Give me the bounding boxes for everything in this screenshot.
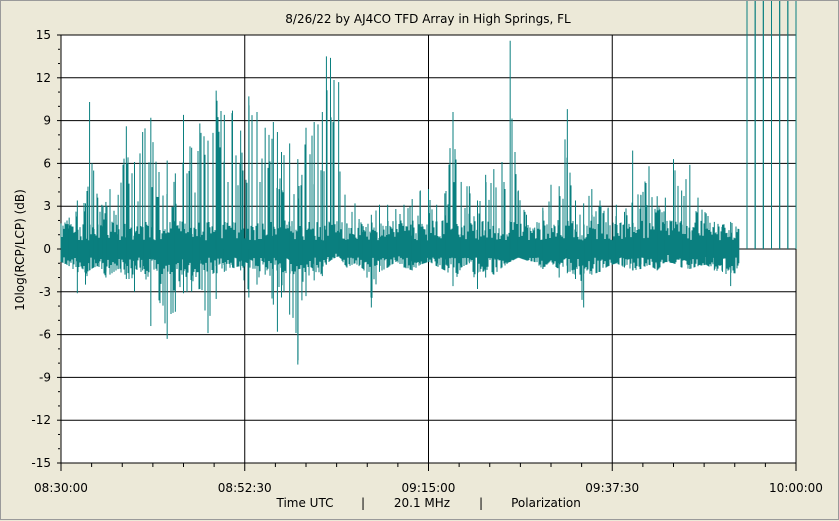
y-axis-label: 10log(RCP/LCP) (dB) xyxy=(13,189,27,311)
x-tick-label: 08:30:00 xyxy=(34,481,88,495)
y-tick-label: 15 xyxy=(36,28,51,42)
y-tick-label: -9 xyxy=(39,370,51,384)
x-axis-label: Time UTC | 20.1 MHz | Polarization xyxy=(276,496,581,510)
y-tick-label: 0 xyxy=(43,242,51,256)
chart-title: 8/26/22 by AJ4CO TFD Array in High Sprin… xyxy=(285,12,571,26)
y-tick-label: 9 xyxy=(43,114,51,128)
x-label-mode: Polarization xyxy=(511,496,581,510)
x-tick-label: 08:52:30 xyxy=(218,481,272,495)
series-polarization xyxy=(60,1,797,365)
axis-layer: 15 12 9 6 3 0 -3 -6 -9 -12 -15 08:30:00 08:52:30 09:1… xyxy=(31,28,823,495)
y-tick-label: 3 xyxy=(43,199,51,213)
x-tick-label: 09:15:00 xyxy=(402,481,456,495)
x-label-sep-1: | xyxy=(361,496,365,510)
x-label-time: Time UTC xyxy=(276,496,334,510)
y-tick-label: 12 xyxy=(36,71,51,85)
series-layer xyxy=(60,1,797,365)
y-tick-label: -3 xyxy=(39,285,51,299)
y-tick-label: 6 xyxy=(43,156,51,170)
y-tick-label: -6 xyxy=(39,328,51,342)
x-tick-label: 09:37:30 xyxy=(585,481,639,495)
y-tick-label: -15 xyxy=(31,456,51,470)
x-tick-label: 10:00:00 xyxy=(769,481,823,495)
y-tick-label: -12 xyxy=(31,413,51,427)
x-label-frequency: 20.1 MHz xyxy=(394,496,450,510)
x-label-sep-2: | xyxy=(479,496,483,510)
